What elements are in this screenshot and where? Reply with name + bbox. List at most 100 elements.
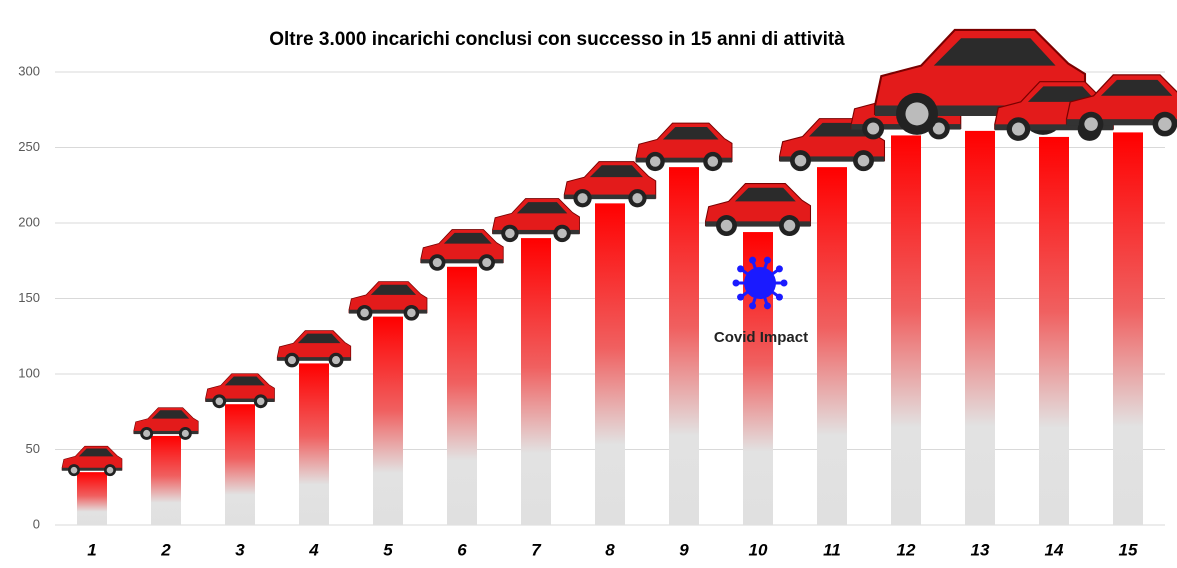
car-bumper xyxy=(277,357,351,361)
car-window xyxy=(734,187,796,202)
car-rim xyxy=(857,154,870,167)
car-bumper xyxy=(133,430,199,435)
car-rim xyxy=(505,228,515,239)
car-window xyxy=(370,284,417,295)
car-rim xyxy=(256,397,265,406)
car-rim xyxy=(577,193,588,204)
x-tick-label: 5 xyxy=(383,540,393,559)
car-bumper xyxy=(1066,119,1177,126)
car-rim xyxy=(632,193,643,204)
car-rim xyxy=(482,258,492,268)
x-tick-label: 4 xyxy=(308,540,319,559)
x-tick-label: 12 xyxy=(897,540,916,559)
x-tick-label: 7 xyxy=(531,540,542,559)
car-window xyxy=(933,38,1056,66)
x-tick-label: 10 xyxy=(749,540,768,559)
bar xyxy=(447,266,477,525)
bar xyxy=(299,363,329,525)
y-tick-label: 200 xyxy=(18,214,40,229)
x-tick-label: 13 xyxy=(971,540,990,559)
car-rim xyxy=(332,356,341,365)
bar xyxy=(225,404,255,525)
virus-knob xyxy=(763,256,771,264)
car xyxy=(704,183,812,237)
car-rim xyxy=(905,102,929,126)
bar xyxy=(891,135,921,526)
car-rim xyxy=(932,122,945,135)
car-rim xyxy=(707,156,719,167)
virus-knob xyxy=(732,279,740,287)
annotation: Covid Impact xyxy=(714,329,808,346)
y-tick-label: 250 xyxy=(18,139,40,154)
car-window xyxy=(78,448,114,457)
car-rim xyxy=(720,219,733,232)
car-rim xyxy=(106,466,114,474)
car xyxy=(205,373,275,409)
car-rim xyxy=(1011,122,1025,136)
bar xyxy=(77,472,107,525)
virus-knob xyxy=(749,302,757,310)
x-tick-label: 9 xyxy=(679,540,689,559)
car-bumper xyxy=(564,194,656,200)
car-bumper xyxy=(779,156,885,162)
x-tick-label: 8 xyxy=(605,540,615,559)
car-window xyxy=(443,232,492,244)
bar xyxy=(669,167,699,525)
bar xyxy=(1113,132,1143,525)
car-rim xyxy=(143,429,151,438)
car-rim xyxy=(287,356,296,365)
virus-knob xyxy=(775,265,783,273)
car-window xyxy=(589,165,643,178)
virus-knob xyxy=(775,293,783,301)
bar xyxy=(965,130,995,525)
car-window xyxy=(1027,86,1097,102)
car xyxy=(133,407,199,440)
car xyxy=(348,281,428,321)
car xyxy=(61,445,123,477)
car xyxy=(492,198,580,243)
x-tick-label: 6 xyxy=(457,540,467,559)
car-bumper xyxy=(875,105,1085,116)
car-rim xyxy=(783,219,796,232)
car-rim xyxy=(181,429,189,438)
car xyxy=(563,161,657,208)
x-tick-label: 3 xyxy=(235,540,245,559)
car-window xyxy=(662,126,719,140)
x-tick-label: 11 xyxy=(823,540,841,559)
car-rim xyxy=(70,466,78,474)
car-rim xyxy=(432,258,442,268)
car-rim xyxy=(557,228,567,239)
car-bumper xyxy=(349,309,427,314)
virus-knob xyxy=(763,302,771,310)
x-tick-label: 1 xyxy=(87,540,96,559)
car xyxy=(276,330,352,368)
car-rim xyxy=(360,308,369,318)
car-window xyxy=(1100,79,1173,96)
car-rim xyxy=(215,397,224,406)
car xyxy=(635,122,733,172)
car-bumper xyxy=(705,221,811,227)
virus-knob xyxy=(780,279,788,287)
car-bumper xyxy=(62,467,122,471)
chart-title: Oltre 3.000 incarichi conclusi con succe… xyxy=(269,29,845,50)
car xyxy=(420,229,504,271)
bar xyxy=(1039,136,1069,525)
car-bumper xyxy=(492,229,580,235)
x-tick-label: 2 xyxy=(160,540,171,559)
car-bumper xyxy=(205,398,275,402)
y-tick-label: 150 xyxy=(18,290,40,305)
virus-knob xyxy=(737,293,745,301)
y-tick-label: 50 xyxy=(26,441,40,456)
car xyxy=(1065,74,1177,137)
car-window xyxy=(516,202,568,214)
x-tick-label: 14 xyxy=(1045,540,1064,559)
x-tick-label: 15 xyxy=(1119,540,1138,559)
bar xyxy=(151,435,181,525)
y-tick-label: 300 xyxy=(18,63,40,78)
bar xyxy=(521,238,551,525)
bar xyxy=(817,167,847,525)
car-rim xyxy=(1084,117,1098,131)
car-rim xyxy=(867,122,880,135)
car-rim xyxy=(407,308,416,318)
car-window xyxy=(151,410,190,419)
